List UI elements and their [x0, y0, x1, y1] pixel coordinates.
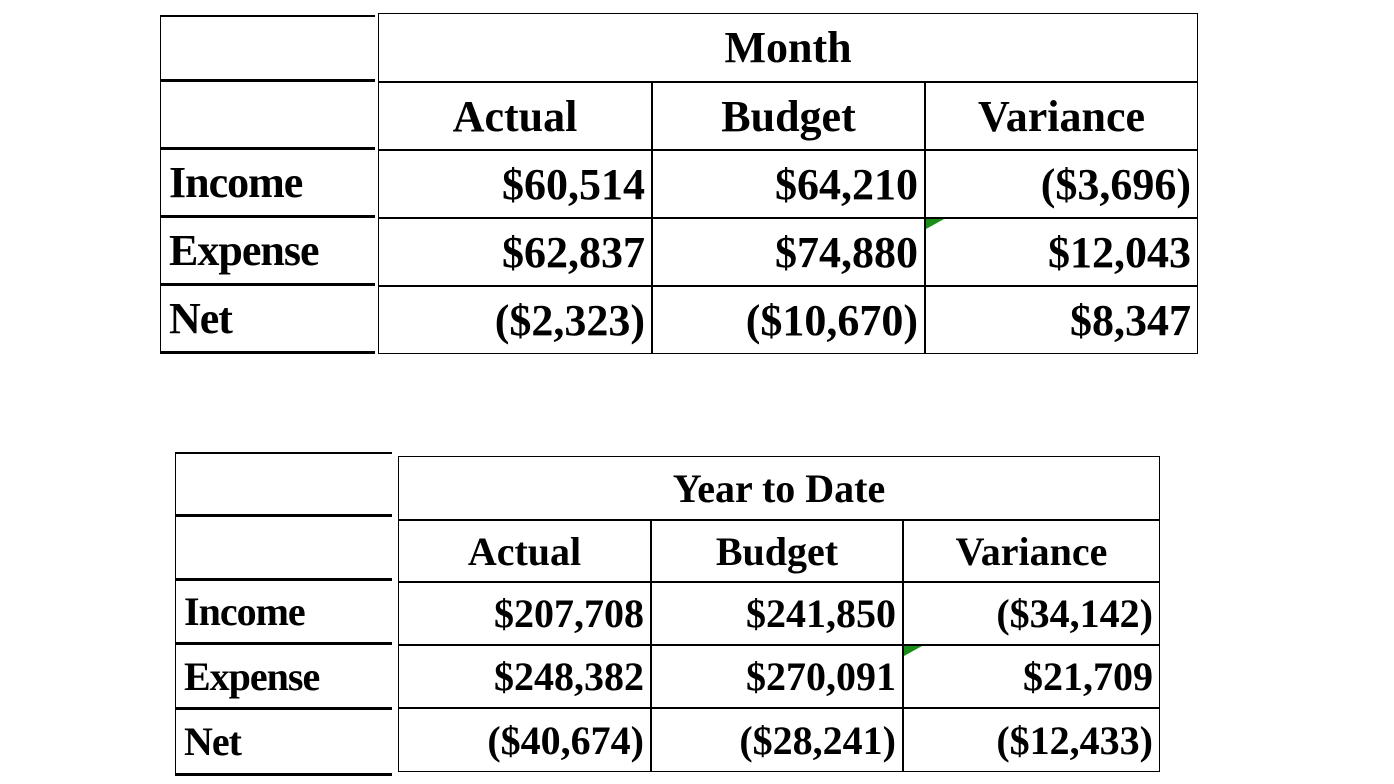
value-cell: $207,708	[398, 582, 651, 645]
blank-label-cell	[160, 82, 375, 150]
value-cell: ($3,696)	[925, 150, 1198, 218]
value-cell: $60,514	[378, 150, 652, 218]
table-title: Year to Date	[398, 456, 1160, 520]
column-header: Actual	[378, 82, 652, 150]
label-top-rule	[175, 452, 392, 454]
value-cell: $8,347	[925, 286, 1198, 354]
error-indicator	[904, 646, 922, 656]
value-cell: ($2,323)	[378, 286, 652, 354]
value-cell: ($28,241)	[651, 708, 903, 772]
value-cell: $270,091	[651, 645, 903, 708]
value-cell: ($12,433)	[903, 708, 1160, 772]
value-cell: $21,709	[903, 645, 1160, 708]
value-cell: $64,210	[652, 150, 925, 218]
error-indicator	[926, 219, 944, 229]
label-top-rule	[160, 15, 375, 17]
value-cell: ($34,142)	[903, 582, 1160, 645]
value-cell: ($10,670)	[652, 286, 925, 354]
value-cell: $12,043	[925, 218, 1198, 286]
column-header: Variance	[903, 520, 1160, 582]
row-label: Expense	[175, 645, 392, 710]
column-header: Actual	[398, 520, 651, 582]
value-cell: $248,382	[398, 645, 651, 708]
value-cell: ($40,674)	[398, 708, 651, 772]
row-label: Income	[160, 150, 375, 218]
column-header: Variance	[925, 82, 1198, 150]
value-cell: $62,837	[378, 218, 652, 286]
row-label: Expense	[160, 218, 375, 286]
blank-label-cell	[175, 452, 392, 517]
blank-label-cell	[175, 517, 392, 581]
row-label: Income	[175, 581, 392, 645]
value-cell: $74,880	[652, 218, 925, 286]
blank-label-cell	[160, 15, 375, 82]
table-title: Month	[378, 13, 1198, 82]
column-header: Budget	[652, 82, 925, 150]
column-header: Budget	[651, 520, 903, 582]
value-cell: $241,850	[651, 582, 903, 645]
row-label: Net	[175, 710, 392, 776]
row-label: Net	[160, 286, 375, 354]
